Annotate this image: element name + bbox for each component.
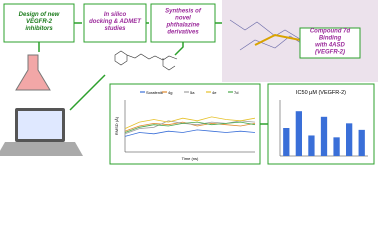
rmsd-line	[124, 116, 256, 129]
x-axis-label: Time (ns)	[182, 156, 199, 161]
ic50-title: IC50 µM (VEGFR-2)	[296, 90, 346, 96]
bar	[308, 135, 315, 156]
legend-label: 7d	[234, 90, 238, 95]
flask	[15, 54, 51, 91]
bar	[333, 137, 340, 156]
bar	[283, 128, 290, 156]
arrow	[69, 74, 106, 111]
legend-label: Sorafenib	[146, 90, 164, 95]
synthesis-text: Synthesis of novel phthalazine derivatives	[165, 9, 202, 36]
rmsd-line	[124, 129, 256, 137]
arrow	[174, 42, 184, 56]
bar	[295, 111, 302, 156]
binding-box	[299, 27, 361, 59]
laptop-display	[18, 111, 62, 139]
legend-label: 4g	[168, 90, 172, 95]
binding-text: Compound 7d Binding with 4ASD (VEGFR-2)	[310, 29, 351, 56]
design-text: Design of new VEGFR-2 inhibitors	[19, 12, 60, 32]
axes	[124, 100, 255, 153]
synthesis-box	[150, 3, 216, 43]
bar	[320, 116, 328, 156]
phthalazine-structure	[114, 50, 178, 71]
rmsd-line	[124, 121, 256, 133]
y-axis-label: RMSD (Å)	[114, 116, 119, 135]
docking-box	[83, 3, 147, 43]
legend-label: 5a	[190, 90, 195, 95]
rmsd-line	[124, 120, 256, 135]
bar	[346, 123, 353, 156]
legend-label: 4e	[212, 90, 217, 95]
laptop-base	[0, 142, 83, 156]
bar	[358, 129, 365, 156]
docking-text: In silico docking & ADMET studies	[89, 12, 142, 32]
graphical-abstract: Design of new VEGFR-2 inhibitors In silico…	[0, 0, 378, 165]
design-box	[3, 3, 75, 43]
